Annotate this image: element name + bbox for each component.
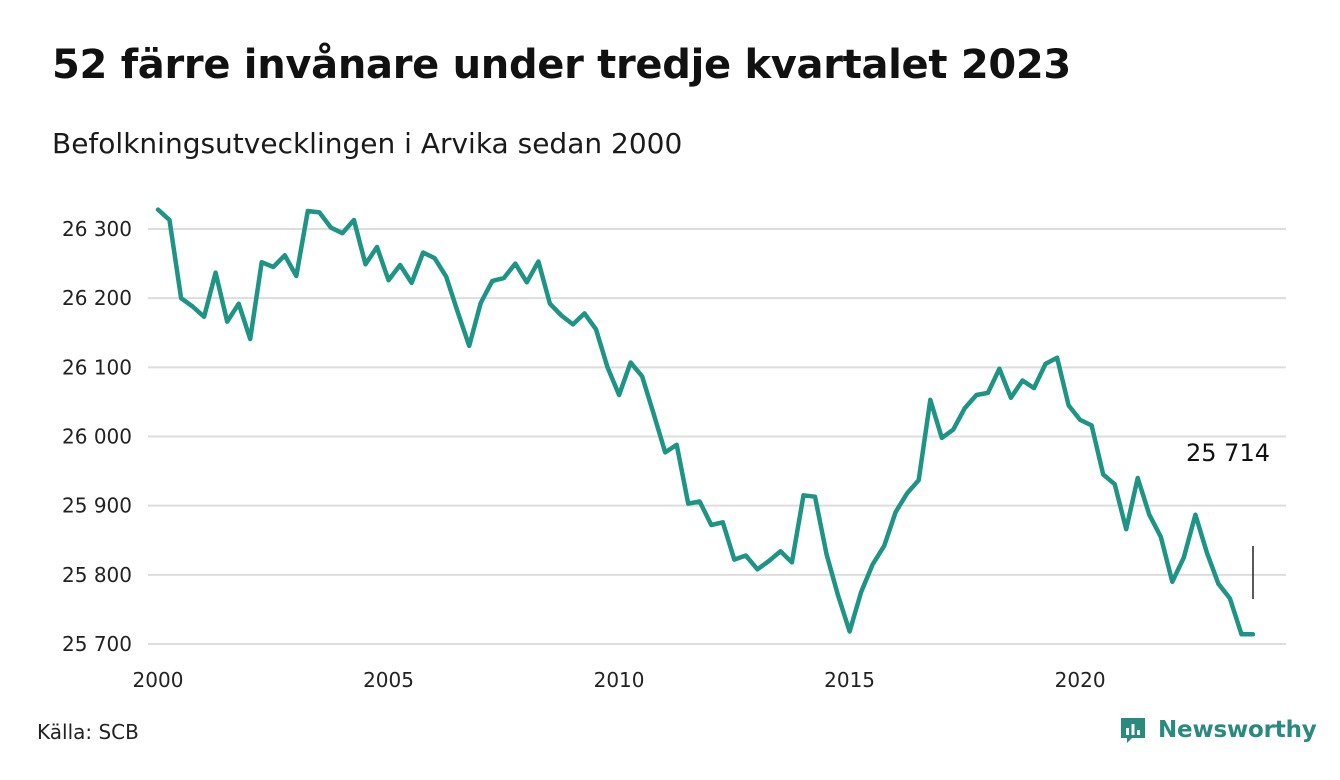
x-tick-label: 2020 [1055,668,1106,692]
y-axis-labels: 25 700 25 800 25 900 26 000 26 100 26 200 26 3… [62,217,132,656]
annotation-label: 25 714 [1186,439,1270,467]
y-tick-label: 26 200 [62,286,132,310]
y-tick-label: 25 900 [62,494,132,518]
gridlines [148,228,1286,645]
x-tick-label: 2000 [133,668,184,692]
y-tick-label: 26 300 [62,217,132,241]
y-tick-label: 26 000 [62,425,132,449]
series-group [155,207,1256,637]
brand-name: Newsworthy [1158,717,1317,743]
x-tick-label: 2005 [363,668,414,692]
series-line [155,207,1256,637]
brand-logo: Newsworthy [1118,712,1317,748]
y-tick-label: 25 700 [62,632,132,656]
newsworthy-icon [1121,718,1145,743]
y-tick-label: 26 100 [62,355,132,379]
chart-subtitle: Befolkningsutvecklingen i Arvika sedan 2… [52,127,683,160]
x-tick-label: 2015 [824,668,875,692]
y-tick-label: 25 800 [62,563,132,587]
x-tick-label: 2010 [594,668,645,692]
line-chart: 25 700 25 800 25 900 26 000 26 100 26 200 26 3… [62,207,1286,692]
x-axis-labels: 2000 2005 2010 2015 2020 [133,668,1106,692]
source-note: Källa: SCB [37,720,139,744]
chart-title: 52 färre invånare under tredje kvartalet… [52,42,1071,88]
annotation-group: 25 714 [1186,439,1270,599]
